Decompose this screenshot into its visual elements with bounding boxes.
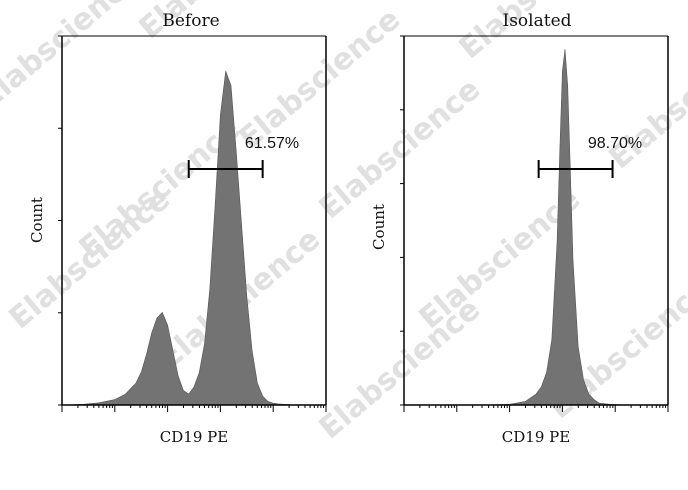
histogram-before: Before 61.57% Count CD19 PE: [28, 11, 327, 446]
gate-percent-before: 61.57%: [245, 135, 299, 152]
panel-title-isolated: Isolated: [502, 11, 571, 31]
x-axis-label-before: CD19 PE: [160, 428, 228, 446]
gate-marker-isolated: [537, 160, 614, 178]
gate-percent-isolated: 98.70%: [588, 135, 642, 152]
y-axis-label-before: Count: [28, 197, 46, 243]
axes-before: [58, 35, 327, 412]
watermark-text: Elabscience: [0, 0, 147, 116]
panel-title-before: Before: [162, 11, 219, 31]
y-axis-label-isolated: Count: [370, 204, 388, 250]
x-axis-label-isolated: CD19 PE: [502, 428, 570, 446]
histogram-area-before: [61, 70, 326, 406]
watermark-text: Elabscience: [603, 22, 688, 176]
histogram-isolated: Isolated 98.70% Count CD19 PE: [370, 11, 669, 446]
watermark-text: Elabscience: [133, 0, 307, 46]
histogram-area-isolated: [404, 49, 668, 406]
axes-isolated: [400, 35, 669, 412]
gate-marker-before: [187, 160, 264, 178]
watermark-registered-mark: ®: [686, 287, 688, 302]
watermark-text: Elabscience: [453, 0, 627, 66]
watermark-layer: Elabscience®Elabscience®Elabscience®Elab…: [0, 0, 688, 446]
